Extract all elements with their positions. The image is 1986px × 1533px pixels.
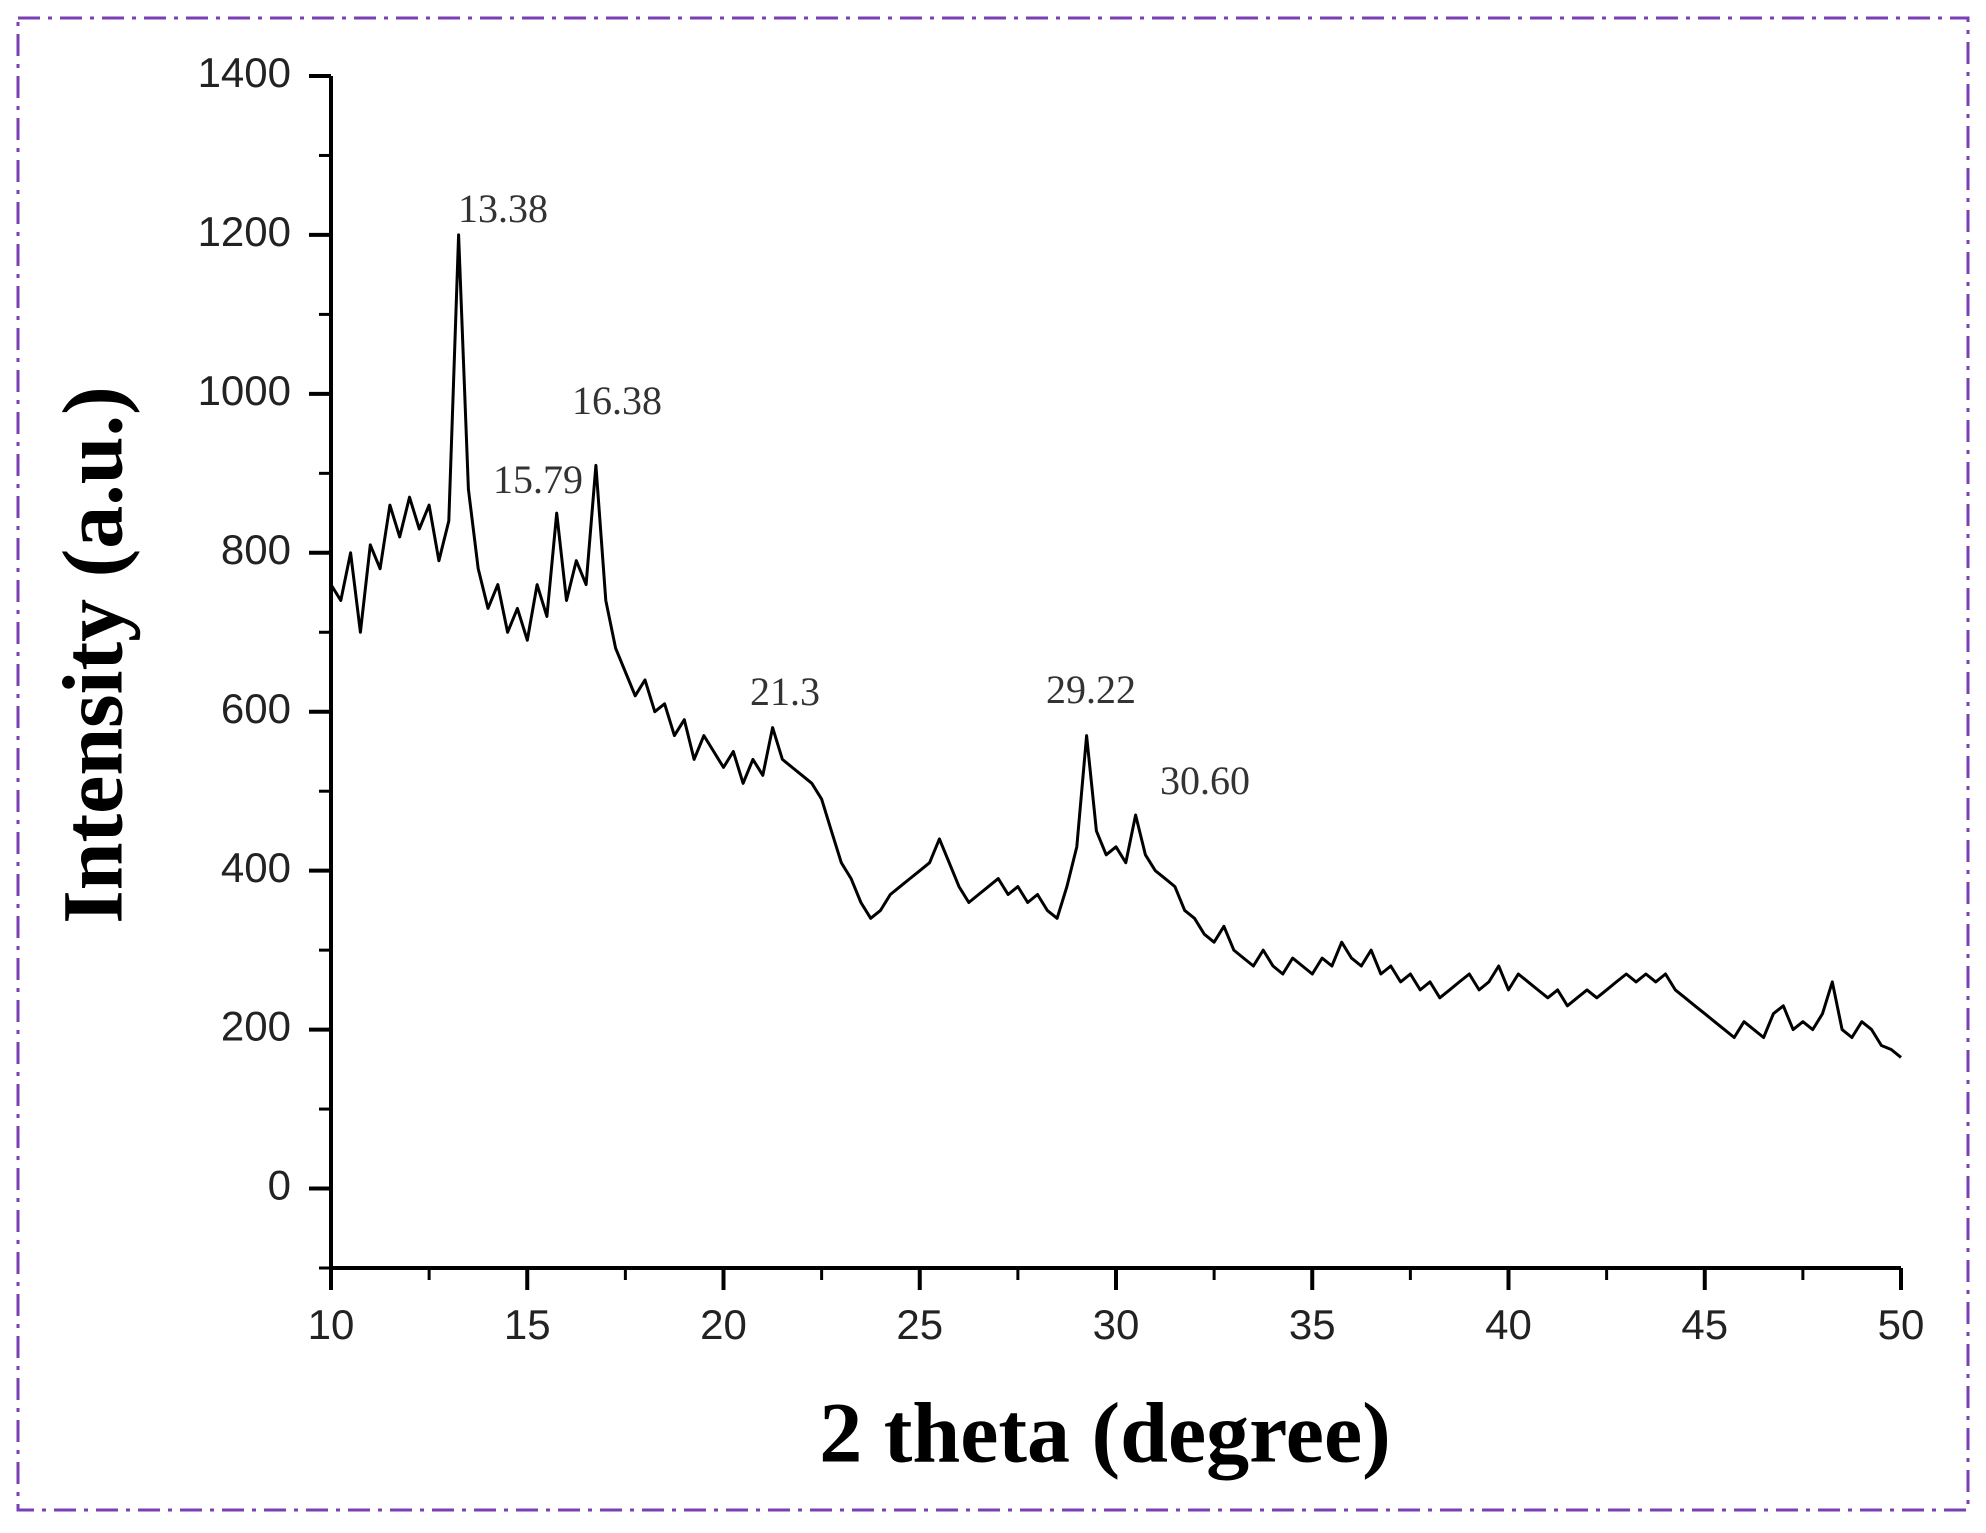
peak-label: 21.3 <box>750 669 820 714</box>
x-tick-label: 15 <box>504 1301 551 1348</box>
x-tick-label: 40 <box>1485 1301 1532 1348</box>
frame <box>16 16 1970 1512</box>
y-tick-label: 1400 <box>198 49 291 96</box>
y-tick-label: 1000 <box>198 367 291 414</box>
peak-label: 16.38 <box>572 378 662 423</box>
peak-label: 29.22 <box>1046 667 1136 712</box>
y-tick-label: 1200 <box>198 208 291 255</box>
peak-label: 13.38 <box>458 186 548 231</box>
y-tick-label: 0 <box>268 1162 291 1209</box>
y-tick-label: 200 <box>221 1003 291 1050</box>
y-axis-title: Intensity (a.u.) <box>45 386 141 924</box>
x-tick-label: 10 <box>308 1301 355 1348</box>
x-tick-label: 25 <box>896 1301 943 1348</box>
x-tick-label: 50 <box>1878 1301 1925 1348</box>
peak-label: 15.79 <box>493 457 583 502</box>
xrd-line <box>329 233 1902 1059</box>
peak-label: 30.60 <box>1160 758 1250 803</box>
y-tick-label: 600 <box>221 685 291 732</box>
y-tick-label: 800 <box>221 526 291 573</box>
x-tick-label: 30 <box>1093 1301 1140 1348</box>
x-tick-label: 45 <box>1681 1301 1728 1348</box>
x-tick-label: 20 <box>700 1301 747 1348</box>
y-tick-label: 400 <box>221 844 291 891</box>
x-tick-label: 35 <box>1289 1301 1336 1348</box>
x-axis-title: 2 theta (degree) <box>819 1385 1391 1481</box>
